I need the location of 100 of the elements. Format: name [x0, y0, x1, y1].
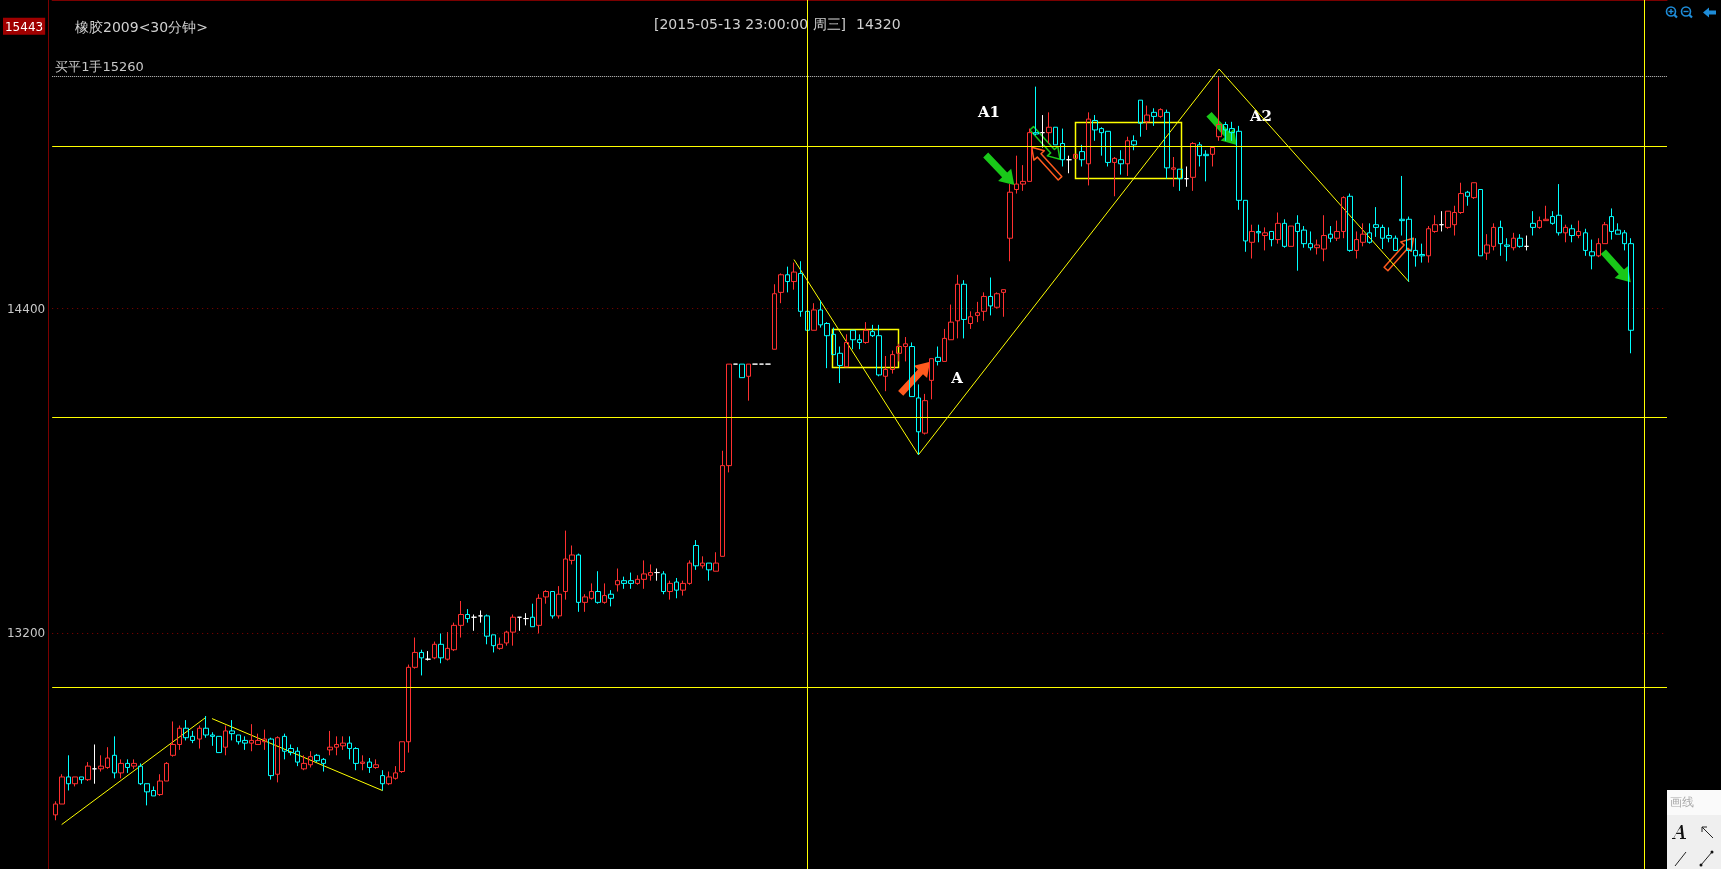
candlestick: [1256, 224, 1261, 243]
candlestick: [380, 769, 385, 791]
candlestick: [197, 725, 202, 750]
candlestick: [530, 603, 535, 628]
candlestick: [595, 570, 601, 605]
candlestick: [863, 321, 869, 345]
candlestick: [1465, 190, 1470, 207]
candlestick: [805, 310, 810, 331]
candlestick: [1079, 144, 1085, 167]
candlestick: [543, 589, 549, 605]
candlestick: [1367, 222, 1372, 245]
candlestick: [85, 761, 91, 782]
candlestick: [713, 551, 719, 572]
candlestick: [125, 758, 130, 774]
candlestick: [608, 589, 614, 607]
candlestick: [746, 363, 751, 402]
candlestick: [961, 279, 967, 339]
candlestick: [1112, 156, 1117, 197]
candlestick: [438, 632, 444, 664]
candlestick: [536, 593, 542, 634]
candlestick: [693, 539, 699, 571]
candlestick: [798, 260, 803, 318]
candlestick: [661, 570, 666, 595]
candlestick: [1118, 149, 1124, 176]
candlestick: [1275, 212, 1281, 245]
candlestick: [223, 725, 228, 756]
annotation: 14320: [856, 16, 901, 32]
candlestick: [1164, 109, 1170, 180]
candlestick: [1184, 165, 1189, 188]
candlestick: [1177, 168, 1183, 192]
y-tick-label: 15443: [4, 19, 44, 34]
ref-line-label: 买平1手15260: [55, 58, 144, 74]
candlestick: [1282, 218, 1287, 249]
candlestick: [1033, 86, 1039, 136]
candlestick: [425, 650, 431, 662]
candlestick: [1347, 193, 1353, 253]
candlestick: [955, 274, 960, 339]
candlestick: [1086, 111, 1091, 186]
candlestick: [975, 301, 980, 323]
candlestick: [1262, 226, 1268, 251]
candlestick: [791, 262, 797, 291]
candlestick: [1144, 105, 1150, 131]
candlestick: [674, 577, 679, 599]
candlestick: [772, 283, 777, 350]
candlestick: [700, 555, 705, 569]
candlestick: [1158, 107, 1163, 119]
candlestick: [922, 393, 928, 435]
candlestick: [118, 758, 124, 779]
candlestick: [79, 776, 84, 785]
candlestick: [471, 614, 477, 632]
candlestick: [1589, 239, 1595, 270]
candlestick: [367, 757, 372, 774]
candlestick: [1066, 155, 1072, 174]
candlestick: [1288, 225, 1294, 247]
candlestick: [268, 737, 274, 781]
candlestick: [909, 341, 915, 398]
candlestick: [1138, 99, 1143, 138]
candlestick: [654, 568, 660, 582]
candlestick: [1269, 230, 1274, 247]
candlestick: [373, 758, 379, 770]
candlestick: [1524, 235, 1529, 251]
candlestick: [556, 585, 562, 620]
candlestick: [739, 363, 745, 379]
candlestick: [706, 562, 712, 582]
candlestick: [1478, 189, 1483, 257]
candlestick: [550, 591, 555, 620]
candlestick: [602, 582, 607, 605]
annotation: [2015-05-13 23:00:00 周三]: [654, 16, 847, 32]
candlestick: [112, 735, 117, 779]
candlestick: [1439, 210, 1444, 232]
candlestick: [1569, 224, 1575, 243]
candlestick: [1151, 107, 1157, 127]
text: 画线: [1670, 795, 1694, 809]
candlestick: [72, 776, 78, 787]
candlestick: [1053, 126, 1058, 146]
candlestick: [1328, 225, 1333, 243]
candlestick: [1498, 220, 1503, 257]
candlestick: [968, 310, 973, 330]
candlestick: [1125, 136, 1130, 177]
candlestick: [1210, 147, 1215, 167]
candlestick: [1073, 153, 1078, 159]
candlestick: [988, 276, 993, 316]
candlestick: [523, 612, 529, 626]
candlestick: [432, 641, 437, 660]
candlestick: [883, 355, 888, 392]
candlestick: [576, 553, 581, 613]
candlestick: [517, 616, 522, 632]
candlestick: [1576, 220, 1581, 239]
annotation: A: [950, 369, 964, 387]
candlestick: [981, 291, 987, 322]
candlestick: [1504, 237, 1510, 262]
candlestick: [419, 649, 424, 676]
candlestick: [1046, 111, 1052, 144]
candlestick: [92, 743, 97, 785]
candlestick: [785, 266, 790, 293]
candlestick: [1007, 183, 1013, 262]
candlestick: [615, 568, 620, 593]
candlestick: [935, 346, 941, 366]
candlestick: [916, 383, 921, 456]
candlestick: [811, 302, 817, 331]
